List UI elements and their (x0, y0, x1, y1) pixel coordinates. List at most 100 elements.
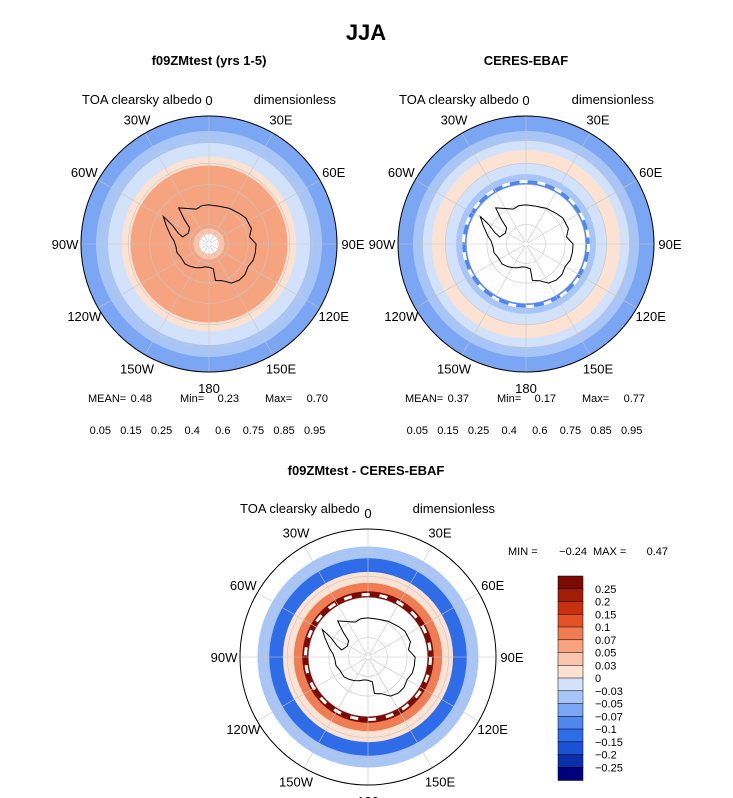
lon-label: 180 (198, 381, 220, 396)
antarctica-coastline (162, 204, 257, 284)
panel-obs-mean-label: MEAN= (405, 393, 443, 405)
colorbar-tick: 0.15 (595, 609, 616, 621)
panel-model-right-label: dimensionless (254, 92, 337, 107)
panel-diff: f09ZMtest - CERES-EBAF TOA clearsky albe… (211, 463, 668, 798)
graticule-meridian (369, 657, 480, 722)
colorbar-tick: 0.05 (595, 648, 616, 660)
colorbar-tick: 0.85 (273, 425, 294, 437)
lon-label: 120E (636, 309, 667, 324)
lon-label: 60W (388, 165, 415, 180)
colorbar-tick: 0.95 (621, 425, 642, 437)
colorbar-tick: 0.15 (120, 425, 141, 437)
antarctica-coastline (479, 204, 574, 284)
lon-label: 90W (52, 237, 79, 252)
panel-obs-lon-labels: 0 30E 60E 90E 120E 150E 180 150W 120W 90W 60W 30W (369, 93, 682, 396)
colorbar-tick: −0.25 (595, 762, 623, 774)
colorbar-cell (557, 728, 584, 743)
colorbar-cell (557, 652, 584, 666)
lon-label: 120E (478, 722, 509, 737)
panel-diff-max-label: MAX = (593, 546, 626, 558)
lon-label: 30E (269, 112, 292, 127)
graticule-meridian (210, 244, 321, 309)
graticule-meridian (97, 244, 208, 309)
map-border (397, 115, 655, 373)
lon-label: 30E (586, 112, 609, 127)
panel-obs-mean-value: 0.37 (448, 393, 469, 405)
lon-label: 150E (425, 775, 456, 790)
colorbar-tick: 0.25 (468, 425, 489, 437)
graticule-meridian (527, 179, 638, 244)
colorbar-cell (557, 639, 584, 654)
lon-label: 90E (658, 237, 681, 252)
colorbar-tick: 0.07 (595, 635, 616, 647)
panel-model-title: f09ZMtest (yrs 1-5) (152, 53, 267, 68)
lon-label: 90W (211, 650, 238, 665)
lon-label: 150E (266, 362, 297, 377)
colorbar-tick: 0 (595, 673, 601, 685)
lon-label: 120W (226, 722, 261, 737)
lon-label: 0 (522, 93, 529, 108)
graticule-meridian (526, 245, 591, 356)
lon-label: 150W (437, 362, 472, 377)
colorbar-cell (557, 626, 584, 641)
panel-model-colorbar: 0.05 0.15 0.25 0.4 0.6 0.75 0.85 0.95 (90, 425, 326, 437)
colorbar-cell (557, 614, 584, 628)
graticule-meridian (303, 545, 368, 656)
graticule-meridian (97, 179, 208, 244)
panel-diff-left-label: TOA clearsky albedo (240, 501, 360, 516)
graticule-meridian (256, 592, 367, 657)
colorbar-tick: 0.4 (185, 425, 200, 437)
panel-obs-max-value: 0.77 (624, 393, 645, 405)
lon-label: 120E (319, 309, 350, 324)
antarctica-coastline (321, 617, 416, 697)
lon-label: 60W (71, 165, 98, 180)
graticule-meridian (414, 244, 525, 309)
graticule-meridian (368, 658, 433, 769)
lon-label: 30E (428, 525, 451, 540)
graticule-meridian (144, 245, 209, 356)
colorbar-tick: 0.15 (437, 425, 458, 437)
panel-model-max-label: Max= (265, 393, 292, 405)
missing-data-region (466, 184, 586, 304)
graticule-meridian (209, 245, 274, 356)
lon-label: 150W (120, 362, 155, 377)
colorbar-tick: 0.4 (502, 425, 517, 437)
colorbar-tick: 0.6 (532, 425, 547, 437)
lon-label: 150W (279, 775, 314, 790)
panel-model-mean-value: 0.48 (131, 393, 152, 405)
panel-model-max-value: 0.70 (307, 393, 328, 405)
graticule-meridian (256, 657, 367, 722)
panel-diff-colorbar: 0.250.20.150.10.070.050.030−0.03−0.05−0.… (557, 575, 623, 781)
lon-label: 90W (369, 237, 396, 252)
lon-label: 60E (639, 165, 662, 180)
graticule-meridian (526, 132, 591, 243)
colorbar-cell (557, 741, 584, 756)
colorbar-cell (557, 601, 584, 615)
colorbar-tick: 0.05 (90, 425, 111, 437)
panel-model-min-value: 0.23 (218, 393, 239, 405)
map-border (239, 528, 497, 786)
panel-model-lon-labels: 0 30E 60E 90E 120E 150E 180 150W 120W 90W 60W 30W (52, 93, 365, 396)
colorbar-tick: 0.25 (151, 425, 172, 437)
panel-obs-title: CERES-EBAF (484, 53, 569, 68)
panel-obs-min-value: 0.17 (535, 393, 556, 405)
panel-obs-map (397, 115, 655, 373)
lon-label: 120W (384, 309, 419, 324)
graticule-meridian (527, 244, 638, 309)
colorbar-tick: −0.05 (595, 699, 623, 711)
colorbar-tick: 0.85 (590, 425, 611, 437)
colorbar-tick: −0.1 (595, 724, 617, 736)
colorbar-cell (557, 767, 584, 781)
panel-obs-left-label: TOA clearsky albedo (399, 92, 519, 107)
colorbar-cell (557, 677, 584, 692)
colorbar-tick: −0.07 (595, 711, 623, 723)
map-border (80, 115, 338, 373)
figure-title: JJA (346, 20, 386, 45)
lon-label: 30W (441, 112, 468, 127)
colorbar-cell (557, 575, 584, 590)
colorbar-tick: 0.25 (595, 584, 616, 596)
colorbar-tick: 0.95 (304, 425, 325, 437)
colorbar-tick: −0.2 (595, 750, 617, 762)
colorbar-tick: 0.05 (407, 425, 428, 437)
